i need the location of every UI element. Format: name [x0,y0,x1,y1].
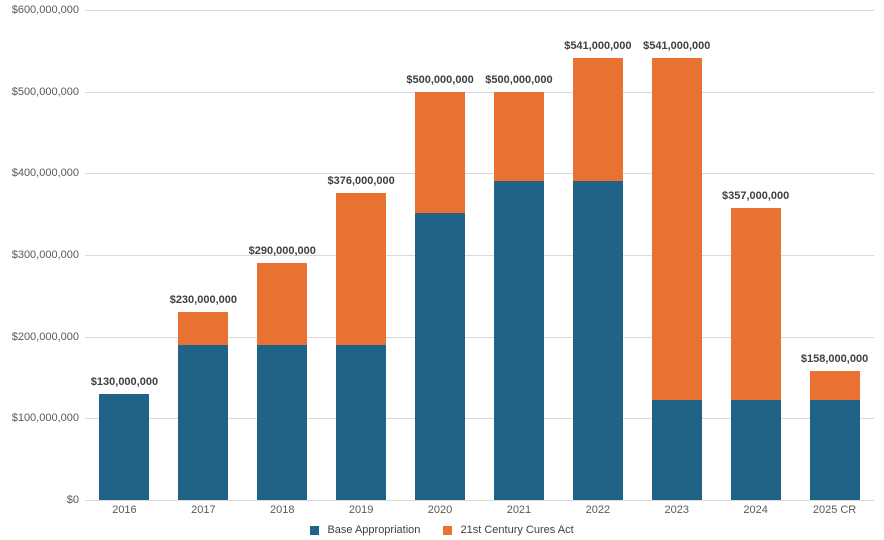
bar-segment-base [652,400,702,500]
bar-segment-cures [415,92,465,214]
bar-total-label: $158,000,000 [801,353,868,365]
bar-group: $290,000,000 [257,263,307,500]
bar-total-label: $130,000,000 [91,376,158,388]
bar-segment-base [573,181,623,500]
x-axis-tick-label: 2017 [191,504,215,516]
bar-group: $357,000,000 [731,208,781,500]
y-axis-tick-label: $400,000,000 [12,167,79,179]
y-axis-tick-label: $200,000,000 [12,331,79,343]
bar-group: $130,000,000 [99,394,149,500]
bar-segment-cures [336,193,386,345]
bar-segment-cures [573,58,623,181]
bars-layer: $130,000,000 $230,000,000 $290,000,000 $376… [85,10,874,500]
bar-group: $230,000,000 [178,312,228,500]
y-axis-tick-label: $600,000,000 [12,4,79,16]
x-axis-tick-label: 2020 [428,504,452,516]
y-axis-tick-label: $500,000,000 [12,86,79,98]
x-axis-tick-label: 2023 [665,504,689,516]
y-axis-tick-label: $300,000,000 [12,249,79,261]
legend-swatch-cures [443,526,452,535]
funding-chart: $130,000,000 $230,000,000 $290,000,000 $376… [0,0,884,540]
x-axis-tick-label: 2016 [112,504,136,516]
bar-group: $500,000,000 [494,92,544,500]
bar-segment-base [257,345,307,500]
legend-label-base: Base Appropriation [327,524,420,536]
bar-segment-base [336,345,386,500]
x-axis-tick-label: 2022 [586,504,610,516]
bar-group: $541,000,000 [652,58,702,500]
bar-segment-base [178,345,228,500]
bar-total-label: $500,000,000 [406,74,473,86]
bar-segment-base [415,213,465,500]
bar-total-label: $230,000,000 [170,294,237,306]
bar-total-label: $541,000,000 [643,40,710,52]
x-axis-tick-label: 2021 [507,504,531,516]
legend-label-cures: 21st Century Cures Act [461,524,574,536]
bar-segment-cures [731,208,781,400]
bar-segment-cures [257,263,307,345]
bar-total-label: $290,000,000 [249,245,316,257]
bar-total-label: $541,000,000 [564,40,631,52]
bar-group: $541,000,000 [573,58,623,500]
bar-group: $158,000,000 [810,371,860,500]
x-axis: 2016 2017 2018 2019 2020 2021 2022 2023 2024 2025… [85,500,874,520]
bar-total-label: $500,000,000 [485,74,552,86]
bar-segment-cures [652,58,702,400]
bar-segment-cures [810,371,860,400]
bar-segment-base [494,181,544,500]
legend-item-base: Base Appropriation [310,524,420,536]
legend-swatch-base [310,526,319,535]
bar-segment-cures [494,92,544,181]
bar-segment-base [731,400,781,500]
x-axis-tick-label: 2018 [270,504,294,516]
bar-segment-base [99,394,149,500]
bar-segment-cures [178,312,228,345]
legend-item-cures: 21st Century Cures Act [443,524,573,536]
bar-total-label: $357,000,000 [722,190,789,202]
bar-group: $376,000,000 [336,193,386,500]
x-axis-tick-label: 2024 [743,504,767,516]
y-axis-tick-label: $100,000,000 [12,412,79,424]
bar-group: $500,000,000 [415,92,465,500]
bar-total-label: $376,000,000 [327,175,394,187]
plot-area: $130,000,000 $230,000,000 $290,000,000 $376… [85,10,874,500]
legend: Base Appropriation 21st Century Cures Ac… [0,524,884,536]
y-axis-tick-label: $0 [67,494,79,506]
x-axis-tick-label: 2025 CR [813,504,856,516]
x-axis-tick-label: 2019 [349,504,373,516]
bar-segment-base [810,400,860,500]
